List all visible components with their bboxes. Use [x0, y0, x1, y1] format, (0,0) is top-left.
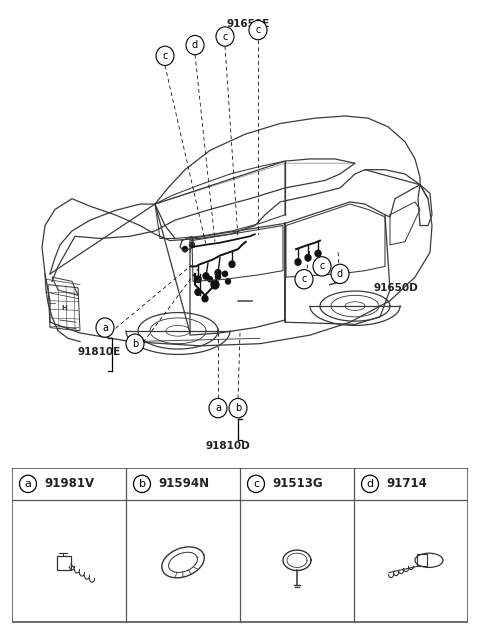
- Circle shape: [96, 318, 114, 337]
- Text: a: a: [24, 479, 31, 489]
- Circle shape: [216, 27, 234, 46]
- Text: 91650D: 91650D: [374, 283, 419, 293]
- Circle shape: [229, 399, 247, 418]
- Text: c: c: [301, 275, 307, 284]
- Polygon shape: [295, 259, 301, 265]
- Text: c: c: [319, 261, 324, 271]
- Polygon shape: [315, 250, 321, 257]
- Circle shape: [156, 46, 174, 66]
- Circle shape: [361, 475, 379, 492]
- Polygon shape: [215, 269, 221, 276]
- Text: 91810D: 91810D: [205, 441, 251, 451]
- Polygon shape: [182, 247, 188, 252]
- Text: 91981V: 91981V: [44, 477, 94, 490]
- Text: H: H: [61, 305, 67, 311]
- Polygon shape: [203, 273, 209, 279]
- Circle shape: [331, 264, 349, 283]
- Text: 91594N: 91594N: [158, 477, 209, 490]
- Text: c: c: [253, 479, 259, 489]
- Polygon shape: [211, 280, 219, 289]
- Polygon shape: [207, 276, 213, 282]
- Circle shape: [248, 475, 264, 492]
- Polygon shape: [216, 275, 220, 280]
- Text: a: a: [215, 403, 221, 413]
- Text: c: c: [222, 31, 228, 41]
- Circle shape: [186, 36, 204, 55]
- Text: 91810E: 91810E: [78, 347, 121, 357]
- Polygon shape: [190, 242, 194, 248]
- Circle shape: [209, 399, 227, 418]
- Text: a: a: [102, 322, 108, 333]
- Circle shape: [133, 475, 151, 492]
- Text: b: b: [235, 403, 241, 413]
- Bar: [417, 554, 427, 566]
- Text: b: b: [139, 479, 145, 489]
- Circle shape: [20, 475, 36, 492]
- Polygon shape: [195, 289, 201, 296]
- Circle shape: [126, 334, 144, 354]
- Polygon shape: [195, 276, 201, 282]
- Text: c: c: [255, 25, 261, 35]
- Polygon shape: [226, 279, 230, 284]
- Text: d: d: [192, 40, 198, 50]
- Circle shape: [295, 269, 313, 289]
- Circle shape: [249, 20, 267, 39]
- Text: b: b: [132, 339, 138, 348]
- Circle shape: [313, 257, 331, 276]
- Text: d: d: [366, 479, 373, 489]
- Polygon shape: [305, 255, 311, 261]
- Text: 91714: 91714: [386, 477, 427, 490]
- Polygon shape: [202, 296, 208, 302]
- Text: c: c: [162, 51, 168, 61]
- Polygon shape: [229, 261, 235, 268]
- Polygon shape: [223, 271, 228, 276]
- Text: 91650E: 91650E: [227, 18, 270, 29]
- Text: d: d: [337, 269, 343, 279]
- Text: 91513G: 91513G: [272, 477, 323, 490]
